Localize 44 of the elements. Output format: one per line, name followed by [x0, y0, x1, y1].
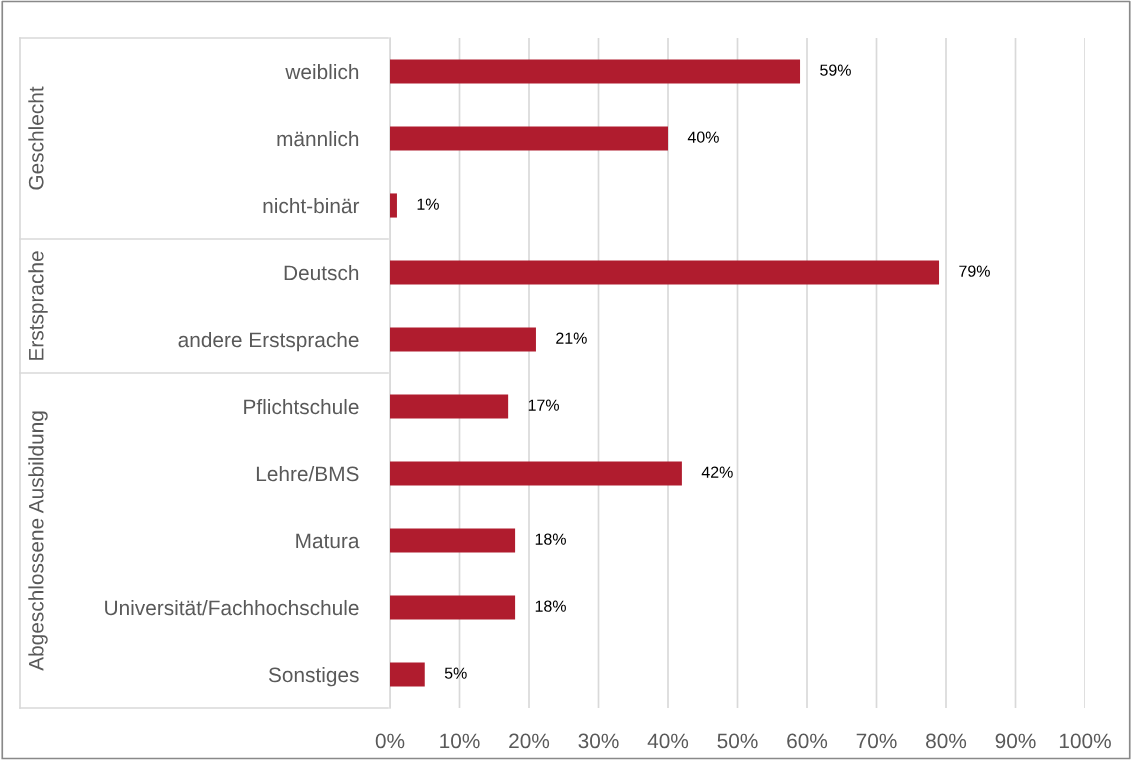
- data-label: 42%: [701, 466, 733, 478]
- y-tick-label: Universität/Fachhochschule: [105, 599, 359, 616]
- x-tick-label: 100%: [1059, 733, 1111, 749]
- x-tick-label: 30%: [578, 733, 619, 749]
- bar: [390, 528, 516, 553]
- bar: [390, 260, 940, 285]
- data-label: 40%: [687, 131, 719, 143]
- x-tick-label: 60%: [787, 733, 828, 749]
- x-tick-label: 0%: [375, 733, 405, 749]
- x-tick-label: 70%: [856, 733, 897, 749]
- x-tick-label: 10%: [440, 733, 480, 749]
- y-tick-label: Matura: [296, 533, 360, 549]
- x-tick-label: 40%: [647, 733, 689, 749]
- text: Erstsprache: [28, 251, 48, 360]
- bar: [390, 394, 509, 419]
- bar: [390, 126, 668, 151]
- y-tick-label: Sonstiges: [268, 666, 359, 687]
- x-tick-label: 80%: [926, 733, 967, 749]
- data-label: 17%: [528, 399, 559, 411]
- bar: [390, 193, 397, 218]
- bar: [390, 461, 682, 486]
- data-label: 79%: [959, 265, 990, 277]
- y-tick-label: Pflichtschule: [244, 398, 359, 415]
- x-tick-label: 90%: [995, 733, 1036, 749]
- data-label: 18%: [535, 533, 566, 545]
- y-tick-label: andere Erstsprache: [178, 331, 359, 352]
- text: Geschlecht: [28, 86, 44, 190]
- y-tick-label: nicht-binär: [263, 197, 360, 214]
- data-label: 21%: [556, 332, 587, 344]
- data-label: 5%: [444, 667, 467, 679]
- data-label: 18%: [535, 600, 566, 612]
- x-tick-label: 20%: [509, 733, 550, 749]
- y-tick-label: Deutsch: [284, 264, 359, 281]
- bar: [390, 59, 801, 84]
- data-label: 1%: [417, 198, 439, 210]
- x-tick-label: 50%: [717, 733, 758, 749]
- data-label: 59%: [820, 64, 851, 76]
- y-tick-label: weiblich: [285, 63, 359, 80]
- bar: [390, 595, 516, 620]
- bar: [390, 662, 425, 687]
- y-tick-label: männlich: [277, 130, 359, 147]
- y-tick-label: Lehre/BMS: [256, 465, 359, 482]
- bar: [390, 327, 536, 352]
- text: Abgeschlossene Ausbildung: [28, 411, 48, 671]
